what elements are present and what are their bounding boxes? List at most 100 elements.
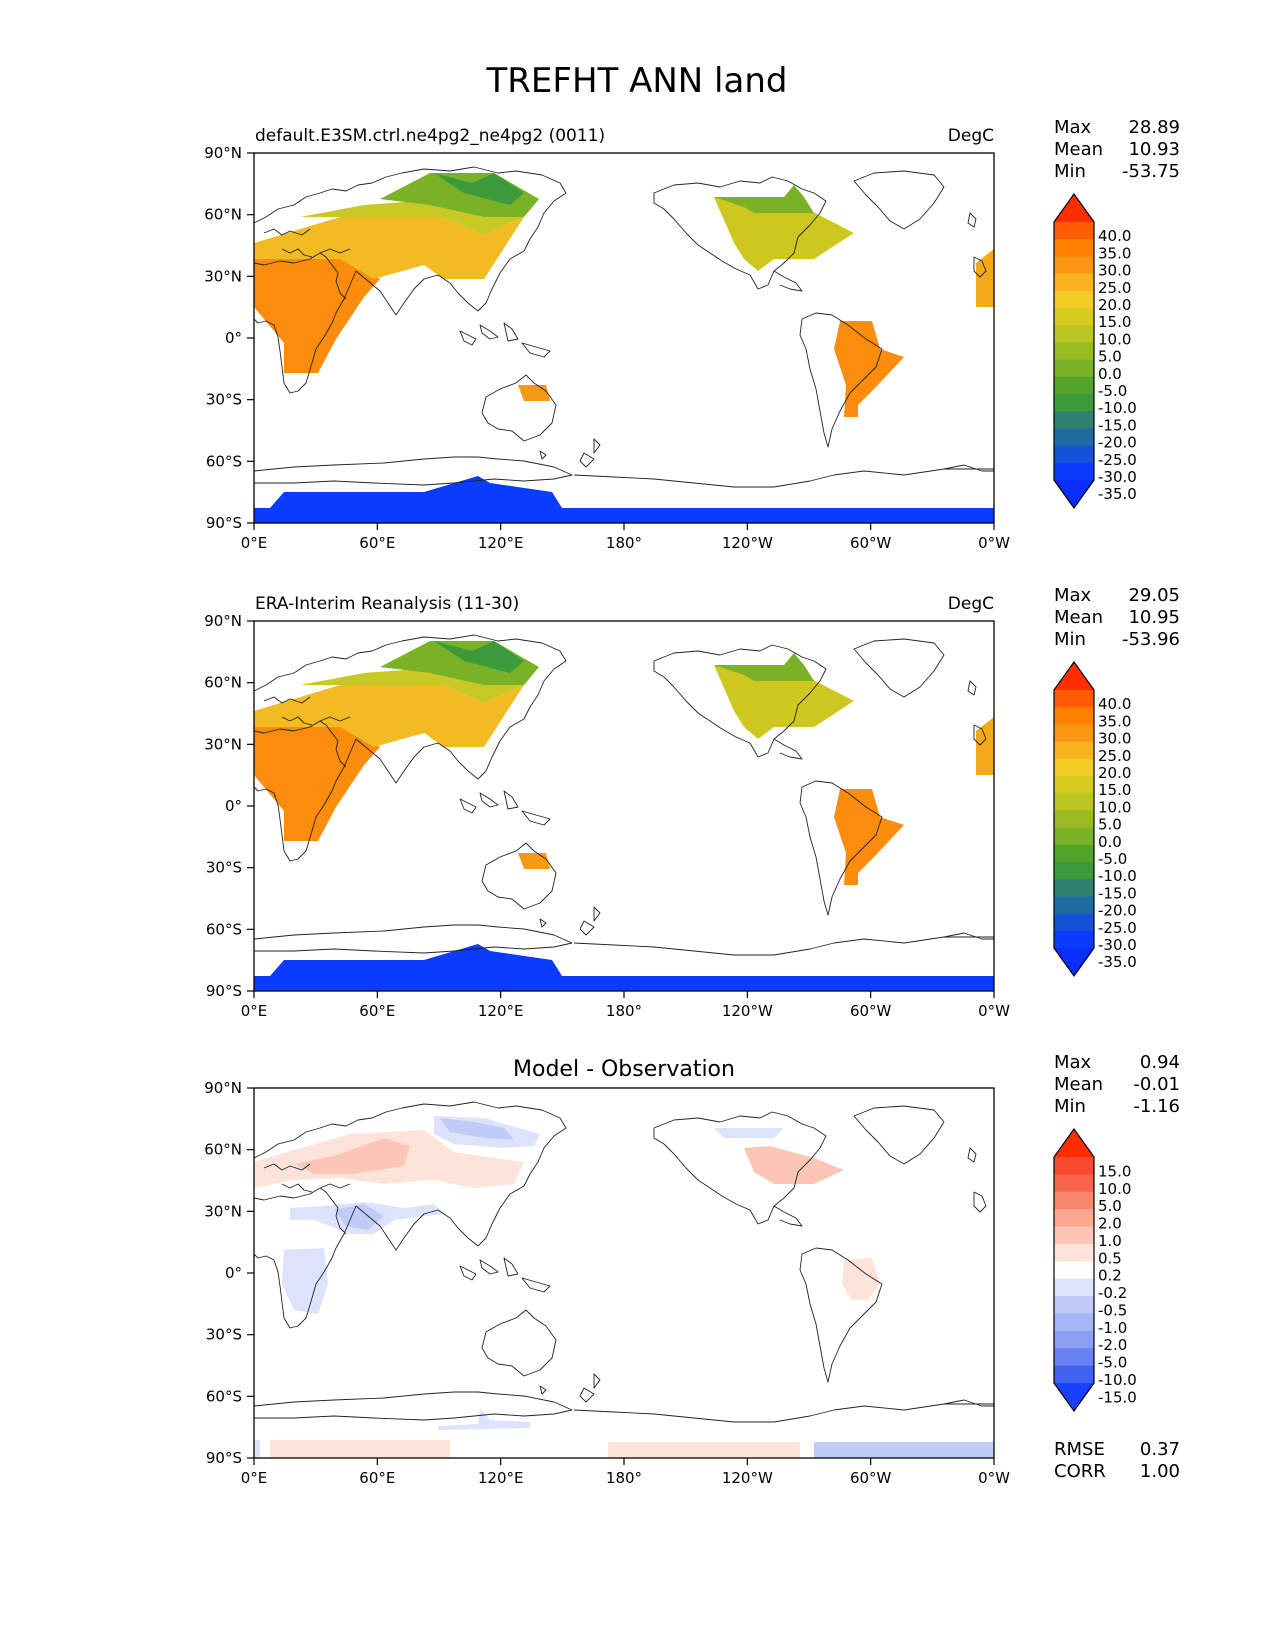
stat-min-label: Min <box>1054 1096 1086 1117</box>
australia-warm-field <box>518 385 550 401</box>
antarctic-warm-diff-b <box>608 1442 800 1458</box>
colorbar-segment <box>1054 930 1094 949</box>
x-axis: 0°E 60°E 120°E 180° 120°W 60°W 0°W <box>241 1458 1010 1487</box>
colorbar-segment <box>1054 1313 1094 1332</box>
colorbar-segment <box>1054 273 1094 292</box>
x-tick-label: 60°W <box>850 1469 892 1487</box>
y-tick-label: 60°N <box>204 206 242 224</box>
colorbar-label: -20.0 <box>1098 434 1137 452</box>
corr-value: 1.00 <box>1140 1461 1180 1482</box>
stat-min-value: -53.75 <box>1122 161 1180 182</box>
figure-title: TREFHT ANN land <box>486 61 788 101</box>
stats-block: Max 29.05 Mean 10.95 Min -53.96 <box>1054 585 1180 650</box>
stat-mean-label: Mean <box>1054 139 1103 160</box>
colorbar-segment <box>1054 844 1094 863</box>
colorbar-segment <box>1054 724 1094 743</box>
colorbar-label: -5.0 <box>1098 850 1127 868</box>
colorbar-label: 35.0 <box>1098 244 1131 262</box>
y-tick-label: 30°S <box>206 1326 242 1344</box>
stat-max-value: 29.05 <box>1128 585 1180 606</box>
y-tick-label: 90°S <box>206 1449 242 1467</box>
colorbar-segment <box>1054 1278 1094 1297</box>
colorbar-label: -5.0 <box>1098 382 1127 400</box>
colorbar-label: -0.5 <box>1098 1301 1127 1319</box>
y-tick-label: 30°N <box>204 267 242 285</box>
stat-max-label: Max <box>1054 1052 1092 1073</box>
colorbar-segment <box>1054 1209 1094 1228</box>
colorbar-label: 35.0 <box>1098 712 1131 730</box>
colorbar-label: 10.0 <box>1098 798 1131 816</box>
panel-units: DegC <box>948 126 994 146</box>
x-tick-label: 120°W <box>722 534 773 552</box>
stat-max-label: Max <box>1054 117 1092 138</box>
colorbar-segment <box>1054 1296 1094 1314</box>
colorbar-label: 15.0 <box>1098 1162 1131 1180</box>
colorbar-label: 20.0 <box>1098 296 1131 314</box>
colorbar-label: 15.0 <box>1098 313 1131 331</box>
colorbar-extend-max <box>1054 194 1094 222</box>
colorbar-segment <box>1054 913 1094 932</box>
colorbar-outline <box>1053 192 1095 510</box>
panel-units: DegC <box>948 594 994 614</box>
stat-max-value: 0.94 <box>1140 1052 1180 1073</box>
north-america-field <box>714 197 854 271</box>
colorbar-label: 2.0 <box>1098 1215 1122 1233</box>
australia-warm-field <box>518 853 550 869</box>
stats-block: Max 28.89 Mean 10.93 Min -53.75 <box>1054 117 1180 182</box>
x-tick-label: 0°W <box>978 1469 1010 1487</box>
y-tick-label: 90°S <box>206 514 242 532</box>
north-america-field <box>714 665 854 739</box>
colorbar-label: 40.0 <box>1098 695 1131 713</box>
stats-block: Max 0.94 Mean -0.01 Min -1.16 <box>1054 1052 1180 1117</box>
colorbar-segment <box>1054 862 1094 880</box>
colorbar-label: 25.0 <box>1098 279 1131 297</box>
colorbar-segment <box>1054 810 1094 829</box>
colorbar-label: 10.0 <box>1098 330 1131 348</box>
colorbar-label: 25.0 <box>1098 747 1131 765</box>
y-tick-label: 0° <box>225 797 242 815</box>
y-tick-label: 60°N <box>204 674 242 692</box>
colorbar-segment <box>1054 342 1094 361</box>
x-tick-label: 60°W <box>850 1002 892 1020</box>
antarctic-cold-diff <box>438 1408 530 1430</box>
x-axis: 0°E 60°E 120°E 180° 120°W 60°W 0°W <box>241 523 1010 552</box>
x-tick-label: 120°W <box>722 1469 773 1487</box>
amazon-warm-field <box>834 789 904 885</box>
panel-model: default.E3SM.ctrl.ne4pg2_ne4pg2 (0011) D… <box>204 117 1180 552</box>
footer-stats: RMSE 0.37 CORR 1.00 <box>1054 1439 1180 1482</box>
y-tick-label: 30°S <box>206 391 242 409</box>
colorbar-segment <box>1054 1365 1094 1384</box>
stat-mean-label: Mean <box>1054 607 1103 628</box>
panel-title: ERA-Interim Reanalysis (11-30) <box>255 594 519 614</box>
rmse-value: 0.37 <box>1140 1439 1180 1460</box>
antarctica-cold-field <box>254 944 994 991</box>
x-tick-label: 120°E <box>478 534 524 552</box>
antarctic-warm-diff-a <box>270 1440 450 1458</box>
y-tick-label: 90°N <box>204 612 242 630</box>
colorbar-label: 20.0 <box>1098 764 1131 782</box>
colorbar-segment <box>1054 394 1094 412</box>
colorbar-segment <box>1054 256 1094 275</box>
colorbar-segment <box>1054 1348 1094 1367</box>
arabia-cold-diff-strong <box>334 1204 384 1230</box>
colorbar-segment <box>1054 445 1094 464</box>
siberia-cold-diff-strong <box>440 1118 514 1140</box>
y-axis: 90°N 60°N 30°N 0° 30°S 60°S 90°S <box>204 1079 254 1467</box>
colorbar-segment <box>1054 758 1094 777</box>
colorbar-segment <box>1054 1330 1094 1349</box>
amazon-warm-diff <box>842 1258 880 1300</box>
y-tick-label: 60°S <box>206 452 242 470</box>
panel-diff: Model - Observation 90°N 60°N 30°N 0° 30°S 60… <box>204 1052 1180 1487</box>
colorbar-outline <box>1053 660 1095 978</box>
stat-mean-value: -0.01 <box>1133 1074 1180 1095</box>
stat-max-value: 28.89 <box>1128 117 1180 138</box>
x-tick-label: 60°E <box>359 1002 395 1020</box>
colorbar-segment <box>1054 290 1094 309</box>
colorbar-label: -1.0 <box>1098 1319 1127 1337</box>
colorbar-segment <box>1054 896 1094 915</box>
colorbar-label: -15.0 <box>1098 884 1137 902</box>
colorbar-label: 0.0 <box>1098 365 1122 383</box>
canada-cold-field <box>714 653 814 681</box>
antarctic-cold-diff-b <box>814 1442 994 1458</box>
